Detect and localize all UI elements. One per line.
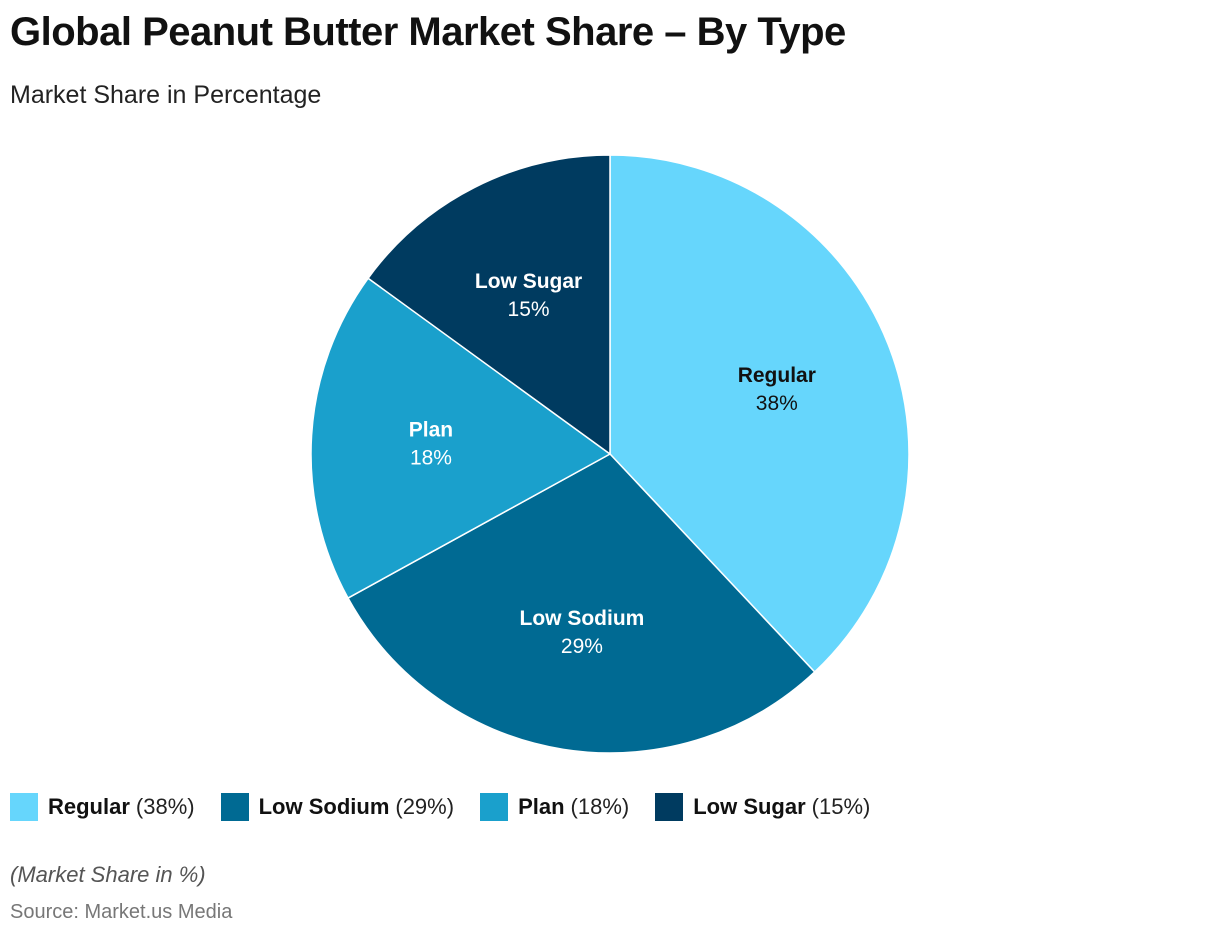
legend-item-plan[interactable]: Plan (18%) bbox=[480, 793, 629, 821]
pie-slice-low-sodium[interactable] bbox=[347, 453, 816, 754]
legend-label-low-sugar: Low Sugar bbox=[693, 794, 806, 819]
legend-swatch-low-sodium bbox=[220, 793, 249, 821]
slice-label-low-sodium: Low Sodium bbox=[520, 607, 645, 630]
legend-label-plan: Plan bbox=[518, 794, 565, 819]
legend-swatch-regular bbox=[10, 793, 38, 821]
chart-source: Source: Market.us Media bbox=[10, 901, 233, 923]
pie-chart: Regular 38% Low Sodium 29% Plan 18% Low Sugar 1… bbox=[310, 154, 910, 754]
chart-title: Global Peanut Butter Market Share – By T… bbox=[10, 10, 846, 54]
legend-swatch-low-sugar bbox=[655, 793, 684, 821]
slice-value-regular: 38% bbox=[756, 392, 798, 415]
legend-item-low-sugar[interactable]: Low Sugar (15%) bbox=[655, 793, 870, 821]
legend-item-regular[interactable]: Regular (38%) bbox=[10, 793, 195, 821]
legend-value-regular: (38%) bbox=[135, 794, 195, 819]
pie-slices bbox=[310, 154, 910, 754]
legend-value-low-sugar: (15%) bbox=[811, 794, 871, 819]
legend-label-regular: Regular bbox=[48, 794, 130, 819]
legend-value-low-sodium: (29%) bbox=[395, 794, 455, 819]
chart-footnote: (Market Share in %) bbox=[10, 862, 206, 887]
slice-label-regular: Regular bbox=[738, 364, 816, 387]
slice-value-low-sugar: 15% bbox=[508, 298, 550, 321]
slice-label-low-sugar: Low Sugar bbox=[475, 270, 582, 293]
pie-slice-low-sugar[interactable] bbox=[367, 154, 611, 455]
slice-value-plan: 18% bbox=[410, 447, 452, 470]
legend-swatch-plan bbox=[480, 793, 509, 821]
pie-slice-regular[interactable] bbox=[609, 154, 910, 673]
chart-subtitle: Market Share in Percentage bbox=[10, 81, 322, 109]
pie-slice-labels: Regular 38% Low Sodium 29% Plan 18% Low Sugar 1… bbox=[409, 270, 816, 658]
slice-value-low-sodium: 29% bbox=[561, 635, 603, 658]
legend-value-plan: (18%) bbox=[570, 794, 630, 819]
chart-legend: Regular (38%) Low Sodium (29%) Plan (18%… bbox=[10, 793, 896, 821]
legend-label-low-sodium: Low Sodium bbox=[258, 794, 390, 819]
slice-label-plan: Plan bbox=[409, 419, 453, 442]
legend-item-low-sodium[interactable]: Low Sodium (29%) bbox=[220, 793, 455, 821]
pie-slice-plan[interactable] bbox=[310, 277, 611, 599]
